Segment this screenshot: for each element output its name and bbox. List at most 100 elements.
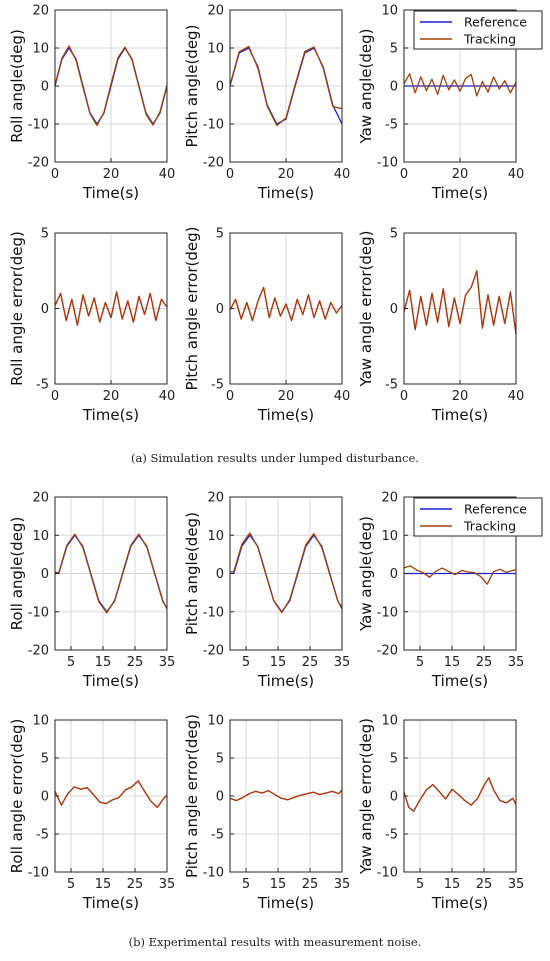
y-tick-label: 5 (390, 752, 398, 767)
y-tick-label: 0 (41, 80, 49, 95)
x-tick-label: 20 (278, 389, 295, 404)
x-tick-label: 0 (226, 167, 234, 182)
y-tick-label: -20 (28, 156, 49, 171)
x-tick-label: 15 (270, 655, 287, 670)
x-tick-label: 35 (159, 877, 176, 892)
series-line-error (54, 780, 168, 809)
x-axis-label: Time(s) (82, 894, 139, 912)
y-axis-label: Yaw angle error(deg) (357, 718, 375, 875)
y-tick-label: 10 (381, 4, 398, 19)
y-tick-label: -5 (211, 378, 224, 393)
y-tick-label: 20 (207, 4, 224, 19)
chart-a-yaw: 0 20 40 -10 -5 0 5 10 Time(s) Yaw angle(deg) Refer… (357, 4, 543, 202)
y-tick-label: -20 (203, 644, 224, 659)
x-axis-label: Time(s) (431, 672, 488, 690)
y-tick-label: -5 (36, 378, 49, 393)
series-line-tracking (229, 532, 343, 614)
legend: Reference Tracking (413, 497, 543, 537)
x-axis-label: Time(s) (431, 406, 488, 424)
series-line-tracking (403, 73, 517, 97)
x-tick-label: 5 (416, 655, 424, 670)
y-tick-label: 5 (41, 752, 49, 767)
y-tick-label: -10 (28, 118, 49, 133)
series-line-tracking (229, 45, 343, 127)
y-tick-label: -10 (203, 605, 224, 620)
y-tick-label: 5 (390, 227, 398, 242)
chart-a-roll: 0 20 40 -20 -10 0 10 20 Time(s) Roll angle(deg) (8, 4, 175, 203)
x-tick-label: 25 (127, 877, 144, 892)
legend-label-tracking: Tracking (463, 32, 516, 47)
x-tick-label: 20 (452, 389, 469, 404)
y-tick-label: 0 (390, 80, 398, 95)
chart-b-roll-err: 5 15 25 35 -10 -5 0 5 10 Time(s) Roll angle error(… (8, 714, 175, 913)
x-tick-label: 35 (334, 877, 351, 892)
y-axis-label: Yaw angle(deg) (357, 516, 375, 632)
y-tick-label: 0 (216, 302, 224, 317)
x-axis-label: Time(s) (257, 406, 314, 424)
x-tick-label: 20 (103, 167, 120, 182)
x-axis-label: Time(s) (431, 894, 488, 912)
x-tick-label: 5 (242, 655, 250, 670)
y-tick-label: 20 (381, 491, 398, 506)
caption-a: (a) Simulation results under lumped dist… (131, 451, 419, 465)
x-tick-label: 5 (67, 877, 75, 892)
x-tick-label: 0 (51, 167, 59, 182)
y-tick-label: -5 (385, 118, 398, 133)
y-tick-label: -5 (211, 828, 224, 843)
x-tick-label: 0 (400, 167, 408, 182)
x-tick-label: 5 (416, 877, 424, 892)
x-tick-label: 35 (508, 877, 525, 892)
y-tick-label: -20 (203, 156, 224, 171)
chart-a-pitch: 0 20 40 -20 -10 0 10 20 Time(s) Pitch angle(deg) (183, 4, 350, 203)
y-tick-label: -10 (203, 866, 224, 881)
y-tick-label: 0 (390, 567, 398, 582)
legend-box (413, 10, 543, 50)
y-tick-label: 0 (216, 567, 224, 582)
y-tick-label: -5 (385, 378, 398, 393)
y-tick-label: 20 (207, 491, 224, 506)
y-axis-label: Pitch angle(deg) (183, 512, 201, 635)
y-tick-label: 10 (32, 714, 49, 729)
x-tick-label: 0 (51, 389, 59, 404)
y-tick-label: 10 (207, 714, 224, 729)
y-tick-label: -10 (377, 866, 398, 881)
caption-b: (b) Experimental results with measuremen… (128, 935, 422, 949)
y-tick-label: -5 (36, 828, 49, 843)
x-axis-label: Time(s) (82, 184, 139, 202)
series-line-error (403, 777, 517, 812)
x-tick-label: 35 (334, 655, 351, 670)
y-tick-label: 0 (41, 302, 49, 317)
y-axis-label: Yaw angle(deg) (357, 29, 375, 145)
legend-label-reference: Reference (464, 15, 527, 30)
chart-b-yaw-err: 5 15 25 35 -10 -5 0 5 10 Time(s) Yaw angle error(d… (357, 714, 524, 913)
y-tick-label: -10 (28, 605, 49, 620)
y-tick-label: 10 (381, 714, 398, 729)
x-tick-label: 40 (508, 167, 525, 182)
y-tick-label: 5 (216, 752, 224, 767)
x-tick-label: 40 (334, 389, 351, 404)
y-tick-label: 10 (207, 529, 224, 544)
y-tick-label: -20 (377, 644, 398, 659)
y-tick-label: 0 (390, 302, 398, 317)
series-line-error (229, 789, 343, 802)
x-tick-label: 25 (476, 877, 493, 892)
y-tick-label: 0 (216, 790, 224, 805)
legend-box (413, 497, 543, 537)
x-axis-label: Time(s) (82, 406, 139, 424)
x-tick-label: 25 (476, 655, 493, 670)
y-tick-label: 10 (381, 529, 398, 544)
x-tick-label: 15 (444, 655, 461, 670)
x-axis-label: Time(s) (82, 672, 139, 690)
x-tick-label: 20 (103, 389, 120, 404)
series-line-tracking (403, 565, 517, 585)
x-tick-label: 20 (452, 167, 469, 182)
y-tick-label: 0 (41, 790, 49, 805)
y-tick-label: -10 (377, 156, 398, 171)
x-axis-label: Time(s) (257, 894, 314, 912)
x-tick-label: 40 (159, 167, 176, 182)
y-axis-label: Yaw angle error(deg) (357, 231, 375, 388)
